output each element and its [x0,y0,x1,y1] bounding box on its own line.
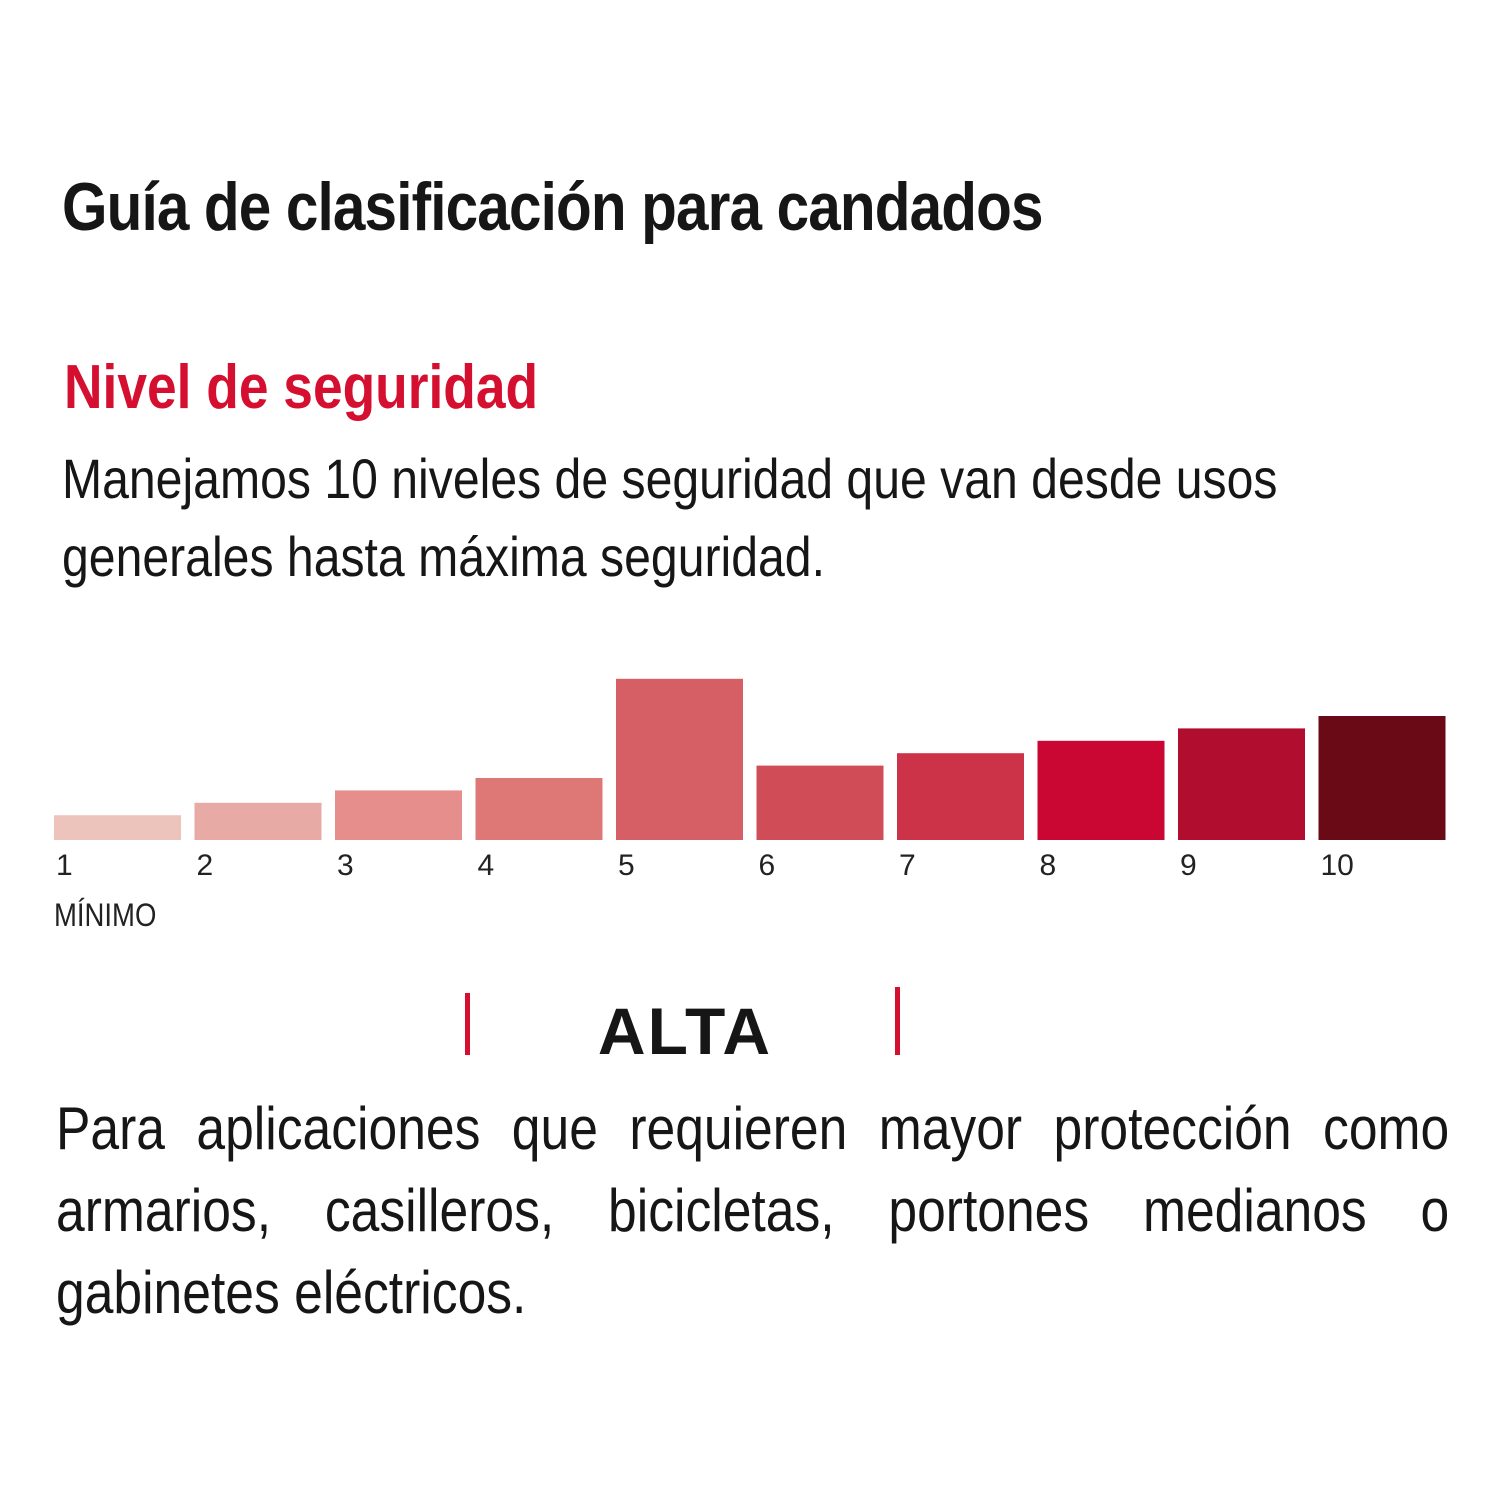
section-title: Nivel de seguridad [64,353,539,422]
security-level-chart: 1 2 3 4 5 6 7 8 9 10 MÍNIMO [54,678,1446,934]
tick-label-2: 2 [197,849,214,882]
tick-label-1: 1 [56,849,73,882]
tick-label-9: 9 [1180,849,1197,882]
divider-left [465,993,470,1055]
min-label: MÍNIMO [54,898,156,933]
tick-label-3: 3 [337,849,354,882]
intro-text: Manejamos 10 niveles de seguridad que va… [62,447,1278,588]
tick-label-8: 8 [1040,849,1057,882]
bar-level-1 [54,815,181,840]
page-title: Guía de clasificación para candados [62,169,1044,245]
tick-label-10: 10 [1321,849,1354,882]
bar-level-2 [194,802,322,840]
bar-level-4 [475,778,603,840]
bar-level-5 [616,678,743,840]
bars-group [54,678,1446,840]
tick-label-6: 6 [759,849,776,882]
divider-right [895,987,900,1055]
level-name-row: ALTA [0,985,1500,1068]
bar-level-3 [335,790,462,840]
bar-level-6 [756,765,884,840]
tick-label-4: 4 [478,849,495,882]
tick-label-5: 5 [618,849,635,882]
level-description: Para aplicaciones que requieren mayor pr… [56,1095,1450,1326]
bar-level-8 [1037,740,1165,840]
tick-label-7: 7 [899,849,916,882]
tick-labels-group: 1 2 3 4 5 6 7 8 9 10 [56,849,1354,882]
bar-level-9 [1178,728,1305,840]
level-name: ALTA [597,994,773,1068]
bar-level-7 [897,753,1024,840]
bar-level-10 [1318,716,1446,840]
